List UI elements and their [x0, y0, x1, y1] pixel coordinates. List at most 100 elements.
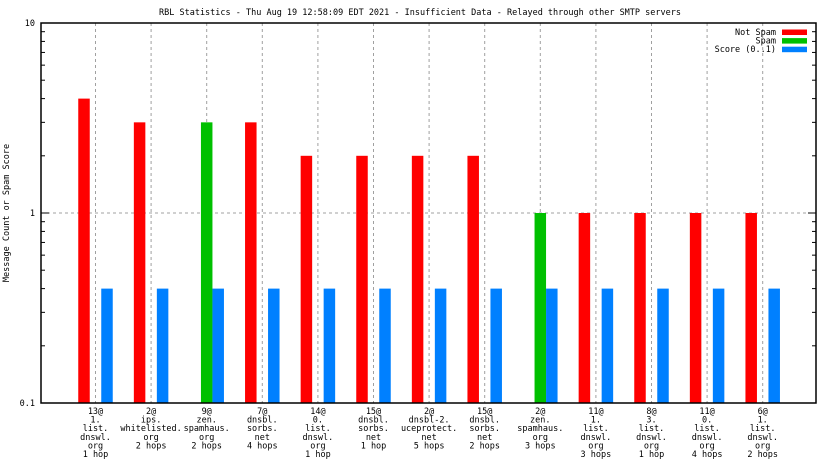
x-tick-label: org [533, 433, 548, 443]
bar-score [657, 288, 669, 403]
x-tick-label: zen. [530, 416, 550, 426]
bar-not-spam [411, 155, 424, 403]
bar-not-spam [300, 155, 313, 403]
x-tick-label: dnsbl. [358, 416, 389, 426]
x-tick-label: whitelisted. [120, 424, 181, 434]
x-tick-label: list. [694, 424, 720, 434]
x-tick-label: list. [83, 424, 109, 434]
x-tick-label: ips. [141, 416, 161, 426]
x-tick-label: 1 hop [639, 450, 665, 460]
x-tick-label: 1. [90, 416, 100, 426]
bar-score [768, 288, 780, 403]
bar-not-spam [634, 213, 646, 403]
x-tick-label: 2 hops [136, 441, 167, 451]
y-tick-label: 1 [30, 209, 35, 219]
x-tick-label: 1 hop [361, 441, 387, 451]
bar-score [546, 288, 558, 403]
y-tick-label: 10 [25, 19, 35, 29]
bar-not-spam [578, 213, 591, 403]
bars [78, 98, 780, 404]
x-tick-label: 2 hops [191, 441, 222, 451]
x-tick-label: 3 hops [525, 441, 556, 451]
x-tick-label: dnswl. [636, 433, 667, 443]
y-axis-label: Message Count or Spam Score [2, 144, 12, 282]
x-tick-label: net [421, 433, 436, 443]
x-tick-label: 1 hop [305, 450, 331, 460]
x-tick-label: 0. [702, 416, 712, 426]
x-tick-label: dnswl. [80, 433, 111, 443]
bar-score [101, 288, 113, 403]
legend-swatch [782, 29, 807, 35]
bar-not-spam [356, 155, 368, 403]
x-tick-label: zen. [196, 416, 216, 426]
x-tick-label: dnsbl. [247, 416, 278, 426]
x-tick-label: dnswl. [581, 433, 612, 443]
x-tick-label: spamhaus. [184, 424, 230, 434]
x-tick-label: dnswl. [303, 433, 334, 443]
x-tick-label: list. [305, 424, 331, 434]
legend-swatch [782, 38, 807, 44]
x-tick-label: org [699, 441, 714, 451]
x-tick-label: 4 hops [692, 450, 723, 460]
x-tick-label: org [88, 441, 103, 451]
x-tick-label: 14@ [310, 407, 325, 417]
bar-not-spam [78, 98, 90, 403]
x-tick-label: dnswl. [747, 433, 778, 443]
x-tick-label: dnsbl. [469, 416, 500, 426]
x-tick-label: org [644, 441, 659, 451]
bar-not-spam [745, 213, 757, 403]
bar-not-spam [245, 122, 257, 404]
x-tick-label: org [310, 441, 325, 451]
bar-score [156, 288, 169, 403]
legend-label: Spam [756, 37, 776, 47]
x-tick-label: net [477, 433, 492, 443]
x-tick-label: org [588, 441, 603, 451]
x-tick-label: 13@ [88, 407, 103, 417]
x-tick-label: spamhaus. [517, 424, 563, 434]
x-tick-label: 11@ [699, 407, 714, 417]
x-tick-label: 9@ [202, 407, 212, 417]
bar-spam [200, 122, 213, 404]
x-tick-label: 2@ [424, 407, 434, 417]
legend-swatch [782, 46, 807, 53]
x-tick-label: 1. [758, 416, 768, 426]
x-tick-label: 11@ [588, 407, 603, 417]
x-tick-label: 15@ [366, 407, 381, 417]
bar-spam [534, 213, 547, 403]
legend-label: Not Spam [735, 28, 776, 38]
x-tick-label: org [199, 433, 214, 443]
x-tick-label: 2@ [146, 407, 156, 417]
x-tick-label: uceprotect. [401, 424, 457, 434]
x-tick-label: 3. [646, 416, 656, 426]
x-tick-label: 2 hops [747, 450, 778, 460]
x-tick-label: sorbs. [247, 424, 278, 434]
x-tick-label: net [366, 433, 381, 443]
y-tick-label: 0.1 [20, 399, 35, 409]
x-tick-label: 8@ [646, 407, 656, 417]
x-tick-label: 1 hop [83, 450, 109, 460]
x-tick-label: 4 hops [247, 441, 278, 451]
plot-frame [40, 22, 817, 404]
x-tick-label: 1. [591, 416, 601, 426]
x-tick-label: 2@ [535, 407, 545, 417]
bar-score [212, 288, 224, 403]
x-tick-label: dnsbl-2. [409, 416, 450, 426]
bar-score [434, 288, 447, 403]
bar-not-spam [467, 155, 479, 403]
legend-label: Score (0..1) [715, 45, 776, 55]
x-tick-label: org [755, 441, 770, 451]
x-tick-label: sorbs. [358, 424, 389, 434]
x-tick-label: 6@ [758, 407, 768, 417]
x-tick-label: 2 hops [469, 441, 500, 451]
x-tick-label: sorbs. [469, 424, 500, 434]
x-tick-label: org [143, 433, 158, 443]
x-tick-label: net [255, 433, 270, 443]
x-tick-label: 0. [313, 416, 323, 426]
x-tick-label: dnswl. [692, 433, 723, 443]
x-tick-label: 5 hops [414, 441, 445, 451]
x-tick-label: 3 hops [581, 450, 612, 460]
chart-title: RBL Statistics - Thu Aug 19 12:58:09 EDT… [159, 8, 681, 18]
